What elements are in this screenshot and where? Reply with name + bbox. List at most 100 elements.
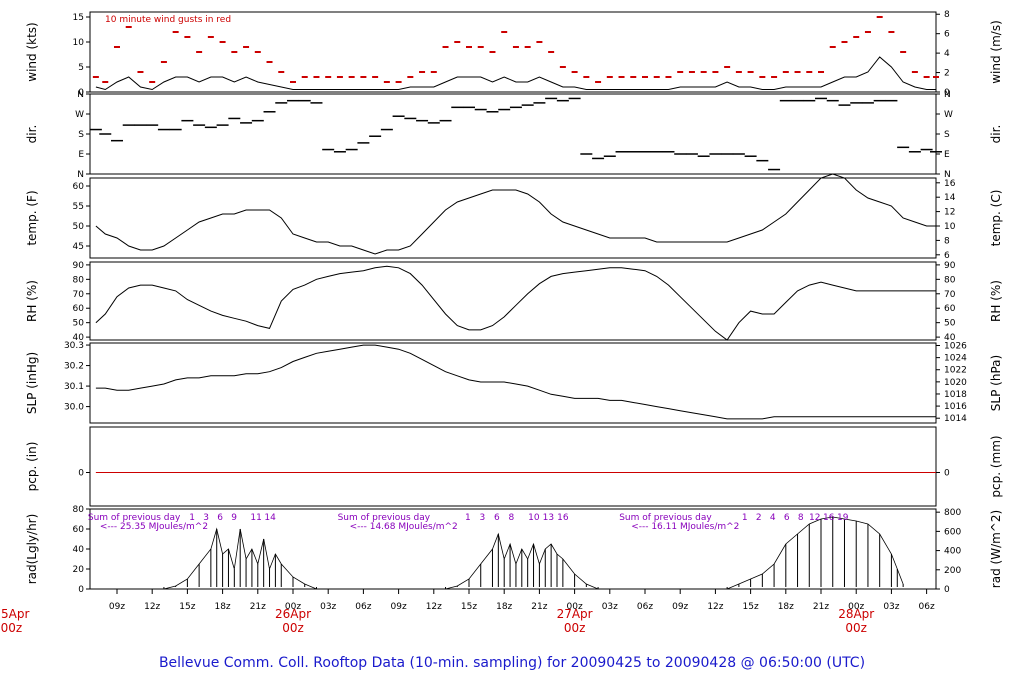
gust-mark (113, 46, 120, 48)
radiation-note-title: Sum of previous day (88, 513, 181, 523)
gust-mark (888, 31, 895, 33)
x-tick-label: 06z (919, 602, 935, 612)
gust-mark (536, 41, 543, 43)
x-tick-label: 15z (743, 602, 759, 612)
direction-mark (556, 99, 569, 102)
y-tick-label-left: 5 (78, 63, 84, 73)
x-tick-label: 12z (426, 602, 442, 612)
direction-mark (122, 124, 135, 126)
direction-mark (181, 119, 194, 122)
direction-mark (404, 117, 417, 120)
y-label-left: pcp. (in) (25, 442, 39, 492)
y-tick-label-right: 80 (944, 275, 956, 285)
direction-mark (251, 119, 264, 122)
gust-mark (430, 71, 437, 73)
gust-mark (442, 46, 449, 48)
y-tick-label-right: 0 (944, 88, 950, 98)
direction-mark (815, 97, 828, 100)
x-tick-label: 03z (883, 602, 899, 612)
gust-mark (325, 76, 332, 78)
time-axis: 09z 12z 15z 18z 21z 00z 03z 06z 09z 12z 15z 18z 21z 0… (0, 589, 935, 635)
direction-mark (615, 151, 628, 153)
y-tick-label-left: 0 (78, 88, 84, 98)
gust-mark (184, 36, 191, 38)
x-tick-label: 00z (285, 602, 301, 612)
direction-mark (650, 151, 663, 153)
gust-mark (395, 81, 402, 83)
y-tick-label-right: 60 (944, 304, 956, 314)
x-tick-label: 09z (391, 602, 407, 612)
radiation-note-title: Sum of previous day (338, 513, 431, 523)
y-tick-label-right: 12 (944, 208, 955, 218)
y-tick-label-right: 800 (944, 508, 961, 518)
direction-mark (533, 102, 546, 104)
direction-mark (99, 133, 112, 135)
direction-mark (580, 153, 593, 155)
direction-mark (920, 148, 933, 151)
gust-mark (747, 71, 754, 73)
radiation-hour-label: 6 (494, 513, 500, 523)
y-tick-label-left: 60 (73, 525, 85, 535)
x-tick-label: 12z (707, 602, 723, 612)
gust-mark (818, 71, 825, 73)
direction-mark (639, 151, 652, 153)
radiation-hour-label: 4 (770, 513, 776, 523)
gust-mark (665, 76, 672, 78)
gust-mark (407, 76, 414, 78)
gust-annotation: 10 minute wind gusts in red (105, 15, 231, 25)
y-tick-label-right: 8 (944, 10, 950, 20)
y-tick-label-right: W (944, 110, 953, 120)
radiation-hour-label: 16 (823, 513, 835, 523)
gust-mark (571, 71, 578, 73)
x-tick-label: 15z (461, 602, 477, 612)
date-label: 26Apr (275, 607, 311, 621)
y-tick-label-left: 60 (73, 304, 85, 314)
radiation-hour-label: 3 (479, 513, 485, 523)
panel-wind: wind (kts) wind (m/s) 0 5 10 15 0 2 4 6 8 10 minute… (25, 10, 1003, 98)
y-label-left: dir. (25, 125, 39, 144)
radiation-hour-label: 8 (508, 513, 514, 523)
y-tick-label-right: S (944, 130, 950, 140)
radiation-outline (163, 516, 904, 590)
direction-mark (592, 157, 605, 160)
direction-mark (803, 99, 816, 102)
direction-mark (908, 151, 921, 153)
y-tick-label-right: 1022 (944, 366, 967, 376)
panel-frame (89, 11, 937, 93)
gust-mark (548, 51, 555, 53)
y-tick-label-right: 1024 (944, 354, 967, 364)
x-tick-label: 03z (320, 602, 336, 612)
gust-mark (595, 81, 602, 83)
gust-mark (477, 46, 484, 48)
y-label-left: SLP (inHg) (25, 352, 39, 414)
panel-frame (89, 261, 937, 341)
direction-mark (885, 99, 898, 102)
y-label-right: pcp. (mm) (989, 435, 1003, 497)
y-tick-label-right: 90 (944, 261, 956, 271)
x-tick-label: 03z (602, 602, 618, 612)
direction-mark (216, 124, 229, 126)
y-tick-label-right: 16 (944, 179, 956, 189)
gust-mark (782, 71, 789, 73)
gust-mark (559, 66, 566, 68)
radiation-hour-label: 3 (203, 513, 209, 523)
direction-mark (721, 153, 734, 155)
direction-mark (298, 99, 311, 102)
y-tick-label-left: 40 (73, 545, 85, 555)
y-tick-label-right: 14 (944, 193, 956, 203)
direction-mark (826, 99, 839, 102)
y-label-left: wind (kts) (25, 22, 39, 81)
direction-mark (286, 99, 299, 102)
y-tick-label-right: 600 (944, 527, 961, 537)
direction-mark (89, 128, 102, 131)
y-tick-label-right: 50 (944, 319, 956, 329)
panel-relative_humidity: RH (%) RH (%) 40 50 60 70 80 90 40 50 60 70 80 90 (25, 261, 1003, 343)
direction-mark (263, 111, 276, 113)
gust-mark (688, 71, 695, 73)
x-tick-label: 21z (813, 602, 829, 612)
y-tick-label-left: 90 (73, 261, 85, 271)
direction-mark (486, 111, 499, 113)
direction-mark (451, 106, 464, 109)
gust-mark (489, 51, 496, 53)
